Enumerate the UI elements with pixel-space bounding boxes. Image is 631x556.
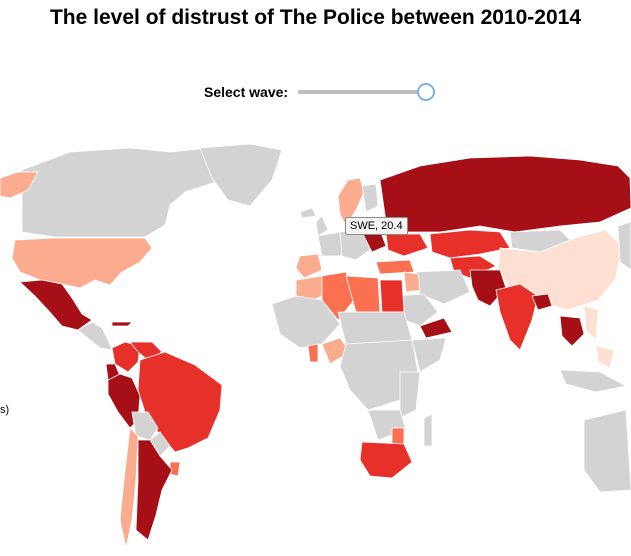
country-libya[interactable] (345, 275, 381, 313)
country-yemen[interactable] (419, 317, 453, 339)
country-brazil[interactable] (137, 351, 223, 453)
country-usa[interactable] (11, 237, 153, 289)
country-indonesia[interactable] (559, 369, 628, 393)
country-nepal-bangladesh[interactable] (531, 293, 553, 311)
country-iberia[interactable] (295, 253, 323, 279)
country-canada[interactable] (21, 147, 236, 238)
country-vietnam[interactable] (583, 305, 599, 341)
country-greenland[interactable] (199, 143, 283, 207)
wave-control: Select wave: (204, 82, 436, 102)
slider-fill (298, 90, 427, 94)
country-iraq-syria[interactable] (403, 271, 421, 293)
country-finland[interactable] (361, 183, 379, 213)
country-west-africa[interactable] (271, 295, 341, 349)
country-east-africa[interactable] (399, 371, 421, 419)
country-caribbean[interactable] (111, 321, 133, 327)
legend-fragment: s) (0, 404, 10, 416)
chart-title: The level of distrust of The Police betw… (49, 6, 581, 29)
country-zimbabwe[interactable] (391, 427, 405, 445)
map-tooltip: SWE, 20.4 (345, 217, 408, 235)
country-philippines-malaysia[interactable] (595, 345, 615, 369)
country-uk[interactable] (315, 215, 329, 237)
country-kazakhstan[interactable] (429, 229, 511, 259)
country-iceland[interactable] (299, 207, 317, 219)
country-south-africa[interactable] (359, 441, 413, 479)
country-chile[interactable] (119, 427, 139, 549)
wave-slider[interactable] (298, 82, 436, 102)
country-scandinavia[interactable] (337, 177, 365, 227)
country-egypt[interactable] (379, 279, 405, 313)
country-horn-of-africa[interactable] (411, 337, 447, 373)
country-russia[interactable] (379, 155, 631, 233)
country-algeria[interactable] (321, 271, 355, 321)
country-central-america[interactable] (77, 321, 113, 351)
country-bolivia[interactable] (131, 411, 159, 441)
country-korea-japan[interactable] (617, 221, 631, 271)
country-argentina[interactable] (135, 439, 173, 541)
country-ukraine[interactable] (385, 233, 429, 257)
country-ghana[interactable] (307, 343, 319, 363)
country-india[interactable] (495, 283, 539, 351)
country-mexico[interactable] (19, 279, 93, 331)
slider-thumb[interactable] (417, 83, 436, 101)
world-choropleth-map (0, 143, 631, 549)
country-australia[interactable] (583, 409, 631, 493)
country-madagascar[interactable] (423, 413, 433, 447)
country-turkey[interactable] (375, 259, 415, 275)
country-alaska[interactable] (0, 171, 39, 199)
select-wave-label: Select wave: (204, 84, 289, 100)
country-southeast-asia[interactable] (559, 315, 585, 347)
